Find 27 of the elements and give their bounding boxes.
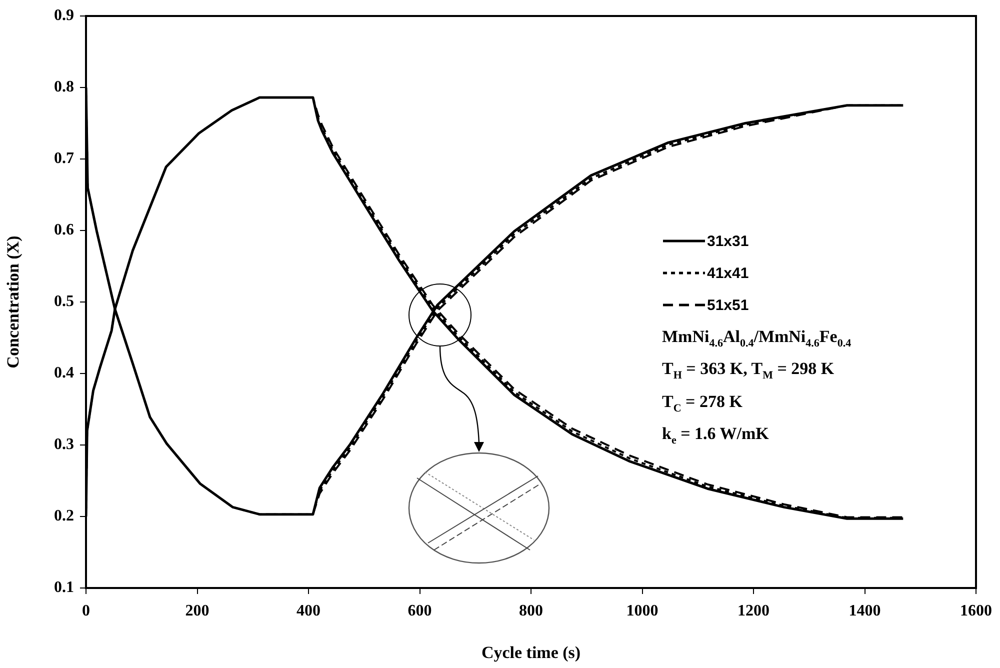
annotation: T$_{C}$ = 278 K (662, 390, 744, 416)
y-axis-title: Concentration (X) (4, 236, 23, 368)
x-tick-label: 600 (408, 602, 432, 620)
x-tick-label: 1200 (738, 602, 770, 620)
x-axis-title: Cycle time (s) (481, 643, 581, 662)
legend-label: 41x41 (707, 264, 749, 282)
annotation: k$_{e}$ = 1.6 W/mK (662, 423, 770, 449)
annotation: MmNi$_{4.6}$Al$_{0.4}$/MmNi$_{4.6}$Fe$_{0.4}$ (662, 326, 852, 352)
y-tick-label: 0.7 (54, 150, 74, 168)
y-tick-label: 0.3 (54, 436, 74, 454)
y-tick-label: 0.4 (54, 364, 74, 382)
x-tick-label: 800 (519, 602, 543, 620)
legend-label: 51x51 (707, 296, 749, 314)
x-tick-label: 1600 (960, 602, 992, 620)
x-tick-label: 0 (82, 602, 90, 620)
y-tick-label: 0.6 (54, 222, 74, 239)
x-tick-label: 400 (296, 602, 320, 620)
x-tick-label: 1400 (848, 602, 881, 620)
y-tick-label: 0.9 (54, 7, 74, 24)
legend-label: 31x31 (707, 232, 749, 250)
y-tick-label: 0.5 (54, 293, 74, 310)
x-tick-label: 1000 (626, 602, 658, 620)
x-tick-label: 200 (185, 602, 210, 620)
y-tick-label: 0.8 (54, 78, 74, 96)
y-tick-label: 0.1 (54, 579, 74, 596)
y-tick-label: 0.2 (54, 508, 74, 525)
annotation: T$_{H}$ = 363 K, T$_{M}$ = 298 K (662, 358, 836, 384)
